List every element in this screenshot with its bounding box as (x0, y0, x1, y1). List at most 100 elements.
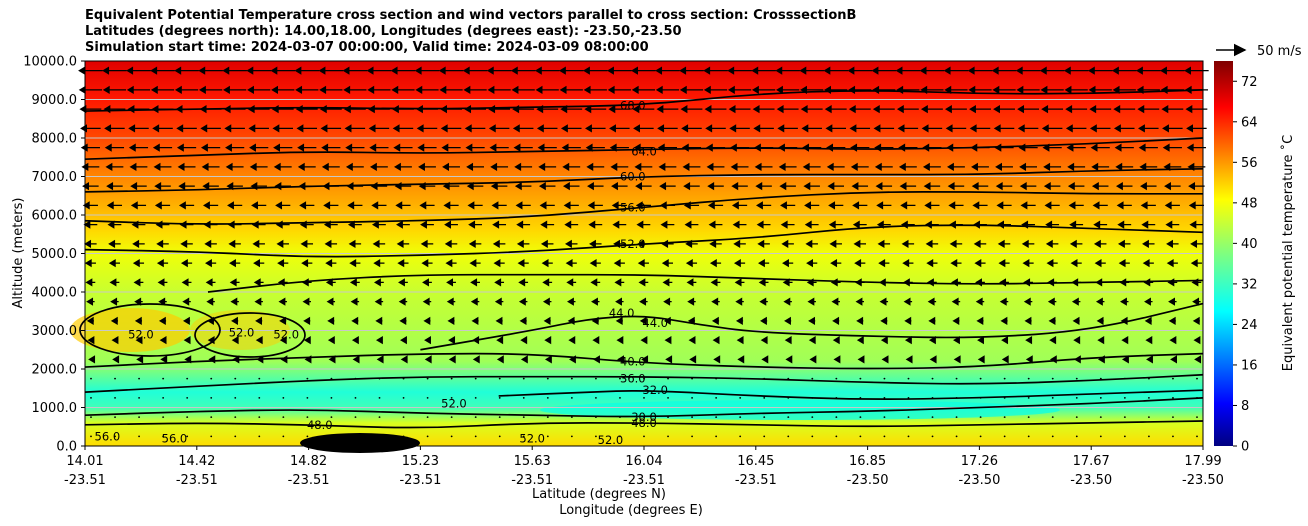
wind-vector (922, 162, 941, 172)
wind-vector (1091, 162, 1110, 172)
wind-vector (200, 124, 221, 133)
wind-vector (664, 335, 672, 345)
wind-vector (513, 143, 533, 152)
wind-vector (781, 239, 794, 249)
wind-vector (1017, 124, 1039, 133)
wind-vector (470, 278, 480, 287)
gridlines (85, 99, 1203, 408)
wind-vector (807, 297, 816, 306)
wind-vector (1089, 124, 1111, 133)
wind-vector (586, 162, 605, 172)
wind-vector (558, 66, 584, 75)
wind-vector (275, 201, 291, 210)
wind-vector (402, 396, 405, 399)
wind-vector (182, 316, 191, 326)
colorbar-tick-label: 0 (1241, 440, 1249, 455)
wind-vector (950, 258, 962, 268)
wind-vector (182, 297, 191, 306)
x-tick-label-lat: 17.67 (1073, 454, 1110, 469)
wind-vector (489, 143, 509, 152)
wind-vector (835, 435, 838, 438)
wind-vector (1162, 143, 1182, 152)
wind-vector (450, 435, 453, 438)
wind-vector (785, 355, 793, 364)
wind-vector (662, 278, 673, 287)
wind-vector (108, 258, 121, 268)
wind-vector (491, 201, 507, 210)
wind-vector (856, 335, 864, 345)
wind-vector (763, 435, 766, 438)
x-tick-label-lat: 14.01 (66, 454, 103, 469)
wind-vector (354, 416, 357, 419)
wind-vector (102, 85, 127, 95)
wind-vector (249, 143, 269, 152)
wind-vector (979, 435, 982, 438)
wind-vector (811, 416, 814, 419)
wind-vector (708, 220, 723, 229)
wind-vector (106, 201, 123, 210)
wind-vector (1172, 435, 1174, 438)
wind-vector (132, 258, 145, 268)
wind-vector (876, 220, 891, 229)
wind-vector (739, 396, 742, 399)
wind-vector (390, 66, 416, 75)
wind-vector (782, 258, 794, 268)
contour-line-48 (84, 420, 1204, 429)
wind-vector (1193, 335, 1201, 345)
wind-vector (1064, 85, 1088, 95)
wind-vector (234, 416, 237, 419)
wind-vector (727, 66, 752, 75)
wind-vector (114, 416, 116, 419)
wind-vector (949, 239, 963, 249)
wind-vector (542, 278, 553, 287)
wind-vector (522, 416, 525, 419)
contour-lines (79, 89, 1204, 429)
wind-vector (517, 258, 529, 268)
wind-vector (783, 297, 792, 306)
contour-line-60 (84, 167, 1204, 193)
wind-vector (156, 239, 169, 249)
wind-vector (928, 335, 936, 345)
wind-vector (511, 85, 535, 95)
wind-vector (679, 85, 704, 95)
wind-vector (1099, 435, 1102, 438)
contour-line-56 (84, 191, 1203, 225)
wind-vector (732, 220, 747, 229)
wind-vector (997, 239, 1011, 249)
wind-vector (899, 181, 917, 191)
wind-vector (198, 85, 223, 95)
wind-vector (107, 220, 122, 229)
wind-vector (643, 435, 645, 438)
wind-vector (609, 124, 630, 133)
wind-vector (897, 124, 919, 133)
wind-vector (1070, 258, 1082, 268)
wind-vector (247, 85, 271, 95)
wind-vector (691, 435, 693, 438)
wind-vector (1019, 162, 1038, 172)
wind-vector (688, 335, 696, 345)
wind-vector (177, 162, 196, 172)
wind-vector (560, 124, 582, 133)
wind-vector (657, 124, 678, 133)
wind-vector (225, 143, 245, 152)
wind-vector (873, 124, 895, 133)
y-tick-label: 9000.0 (32, 93, 78, 108)
wind-vector (543, 316, 551, 326)
wind-vector (111, 335, 119, 345)
wind-vector (826, 162, 845, 172)
wind-vector (584, 104, 607, 114)
wind-vector (684, 220, 699, 229)
wind-vector (426, 396, 429, 399)
wind-vector (466, 181, 484, 191)
wind-vector (1139, 162, 1158, 172)
wind-vector (733, 258, 746, 268)
wind-vector (162, 396, 165, 399)
wind-vector (1067, 162, 1086, 172)
colorbar-tick-label: 8 (1241, 399, 1249, 414)
wind-vector (374, 297, 384, 306)
wind-vector (366, 66, 392, 75)
wind-vector (135, 335, 143, 345)
wind-vector (234, 377, 237, 380)
wind-vector (955, 377, 958, 380)
wind-vector (565, 258, 577, 268)
